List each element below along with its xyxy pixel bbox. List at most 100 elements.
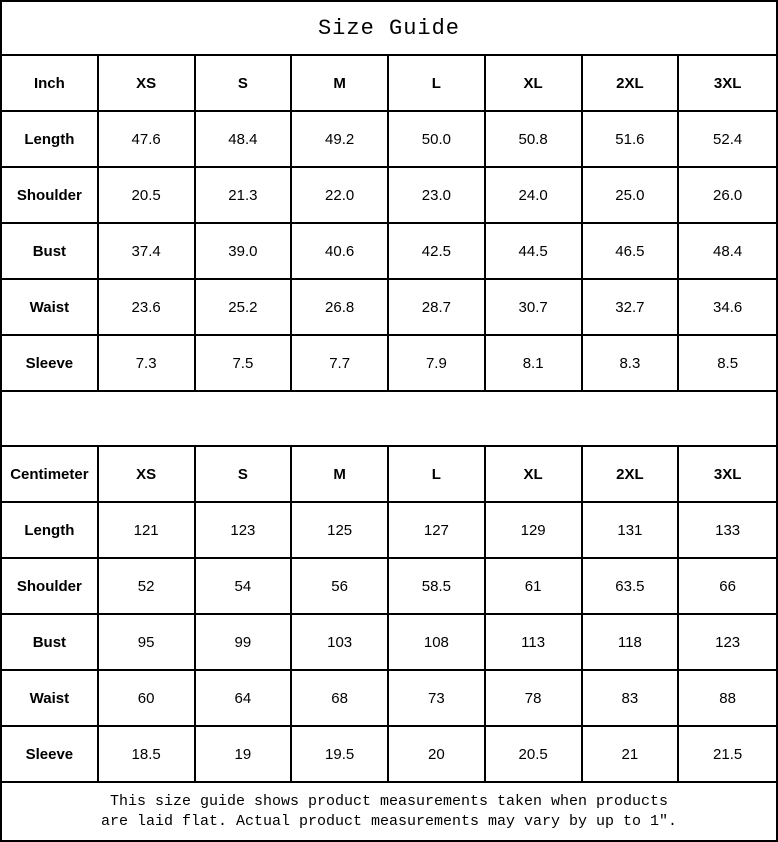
cm-size-table: Centimeter XS S M L XL 2XL 3XL Length 12… [2,447,776,783]
size-header-xl: XL [485,56,583,112]
measurement-value: 99 [195,615,293,671]
measurement-value: 21 [582,727,680,783]
measurement-value: 7.9 [389,336,486,392]
measurement-value: 127 [389,503,486,559]
size-header-m: M [292,56,389,112]
row-label-sleeve: Sleeve [2,727,99,783]
measurement-value: 39.0 [195,224,293,280]
row-label-waist: Waist [2,671,99,727]
title-row: Size Guide [2,2,776,56]
measurement-value: 123 [679,615,776,671]
measurement-value: 50.8 [485,112,583,168]
measurement-value: 18.5 [98,727,196,783]
size-header-m: M [292,447,389,503]
measurement-value: 78 [485,671,583,727]
row-label-shoulder: Shoulder [2,559,99,615]
measurement-value: 7.7 [292,336,389,392]
measurement-value: 25.2 [195,280,293,336]
measurement-value: 51.6 [582,112,680,168]
measurement-value: 47.6 [98,112,196,168]
measurement-value: 30.7 [485,280,583,336]
measurement-value: 52 [98,559,196,615]
measurement-value: 23.0 [389,168,486,224]
measurement-value: 58.5 [389,559,486,615]
measurement-value: 28.7 [389,280,486,336]
measurement-value: 129 [485,503,583,559]
size-header-3xl: 3XL [679,447,776,503]
measurement-value: 50.0 [389,112,486,168]
measurement-value: 8.5 [679,336,776,392]
measurement-value: 46.5 [582,224,680,280]
measurement-value: 19.5 [292,727,389,783]
size-header-xs: XS [98,447,196,503]
measurement-value: 131 [582,503,680,559]
inch-size-table: Inch XS S M L XL 2XL 3XL Length 47.6 48.… [2,56,776,392]
measurement-value: 113 [485,615,583,671]
size-header-2xl: 2XL [582,56,680,112]
inch-unit-header: Inch [2,56,99,112]
measurement-value: 60 [98,671,196,727]
row-label-bust: Bust [2,615,99,671]
measurement-value: 73 [389,671,486,727]
measurement-value: 49.2 [292,112,389,168]
measurement-value: 8.3 [582,336,680,392]
measurement-value: 25.0 [582,168,680,224]
row-label-sleeve: Sleeve [2,336,99,392]
row-label-bust: Bust [2,224,99,280]
measurement-value: 23.6 [98,280,196,336]
row-label-length: Length [2,112,99,168]
measurement-value: 123 [195,503,293,559]
measurement-value: 42.5 [389,224,486,280]
measurement-value: 40.6 [292,224,389,280]
measurement-value: 66 [679,559,776,615]
measurement-value: 20 [389,727,486,783]
measurement-value: 63.5 [582,559,680,615]
size-header-s: S [195,56,293,112]
measurement-value: 44.5 [485,224,583,280]
measurement-value: 52.4 [679,112,776,168]
size-header-s: S [195,447,293,503]
measurement-value: 8.1 [485,336,583,392]
size-header-2xl: 2XL [582,447,680,503]
row-label-shoulder: Shoulder [2,168,99,224]
measurement-value: 121 [98,503,196,559]
measurement-value: 125 [292,503,389,559]
measurement-value: 21.5 [679,727,776,783]
measurement-value: 19 [195,727,293,783]
size-header-xs: XS [98,56,196,112]
measurement-value: 34.6 [679,280,776,336]
size-header-3xl: 3XL [679,56,776,112]
measurement-value: 37.4 [98,224,196,280]
measurement-value: 26.8 [292,280,389,336]
measurement-value: 48.4 [195,112,293,168]
measurement-value: 103 [292,615,389,671]
measurement-value: 24.0 [485,168,583,224]
cm-unit-header: Centimeter [2,447,99,503]
measurement-value: 61 [485,559,583,615]
row-label-length: Length [2,503,99,559]
measurement-value: 108 [389,615,486,671]
measurement-value: 83 [582,671,680,727]
size-header-l: L [389,447,486,503]
measurement-value: 22.0 [292,168,389,224]
measurement-value: 118 [582,615,680,671]
measurement-value: 7.3 [98,336,196,392]
measurement-value: 54 [195,559,293,615]
row-label-waist: Waist [2,280,99,336]
measurement-value: 48.4 [679,224,776,280]
measurement-value: 26.0 [679,168,776,224]
measurement-value: 68 [292,671,389,727]
measurement-value: 7.5 [195,336,293,392]
measurement-value: 133 [679,503,776,559]
measurement-value: 20.5 [485,727,583,783]
measurement-value: 95 [98,615,196,671]
measurement-value: 21.3 [195,168,293,224]
size-header-xl: XL [485,447,583,503]
footer-note-line2: are laid flat. Actual product measuremen… [100,812,678,830]
footer-note: This size guide shows product measuremen… [2,783,776,840]
measurement-value: 64 [195,671,293,727]
footer-note-line1: This size guide shows product measuremen… [109,792,669,810]
table-spacer-row [2,392,776,447]
measurement-value: 20.5 [98,168,196,224]
